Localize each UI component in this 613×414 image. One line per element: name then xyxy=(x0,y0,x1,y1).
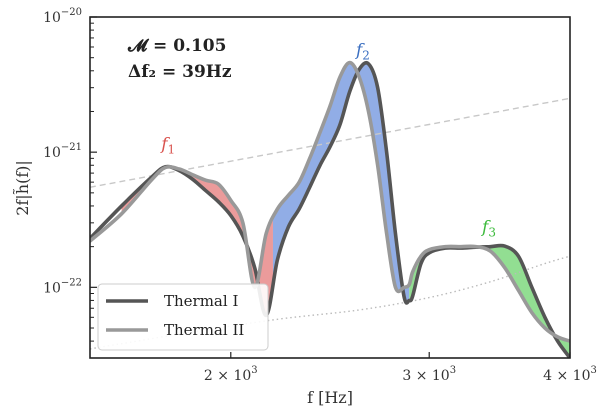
x-tick-label: 2 × 103 xyxy=(204,365,258,384)
y-axis-label: 2f|h̃(f)| xyxy=(13,160,32,216)
legend-label-thermal-1: Thermal I xyxy=(164,292,238,310)
peak-label-f2: f2 xyxy=(354,40,370,62)
legend: Thermal I Thermal II xyxy=(98,284,268,350)
x-tick-label: 4 × 103 xyxy=(543,365,597,384)
y-tick-label: 10−20 xyxy=(43,7,82,26)
peak-label-f1: f1 xyxy=(159,134,175,156)
peak-label-f3: f3 xyxy=(480,217,496,239)
x-axis-label: f [Hz] xyxy=(307,388,353,407)
fill-region-f3 xyxy=(409,245,570,358)
legend-label-thermal-2: Thermal II xyxy=(164,321,244,339)
y-tick-label: 10−21 xyxy=(43,142,82,161)
annotation-chirp-mass-symbol: 𝓜 xyxy=(127,36,150,56)
annotation-delta-f2-symbol: Δf₂ xyxy=(128,62,156,82)
annotation-delta-f2-value: = 39Hz xyxy=(162,62,232,82)
y-tick-label: 10−22 xyxy=(43,277,82,296)
svg-text:Δf₂= 39Hz: Δf₂ = 39Hz xyxy=(128,62,232,82)
annotation: 𝓜 = 0.105 Δf₂ = 39Hz xyxy=(127,36,232,82)
annotation-chirp-mass-value: = 0.105 xyxy=(153,36,226,56)
svg-text:𝓜= 0.105: 𝓜 = 0.105 xyxy=(127,36,226,56)
x-tick-label: 3 × 103 xyxy=(402,365,456,384)
